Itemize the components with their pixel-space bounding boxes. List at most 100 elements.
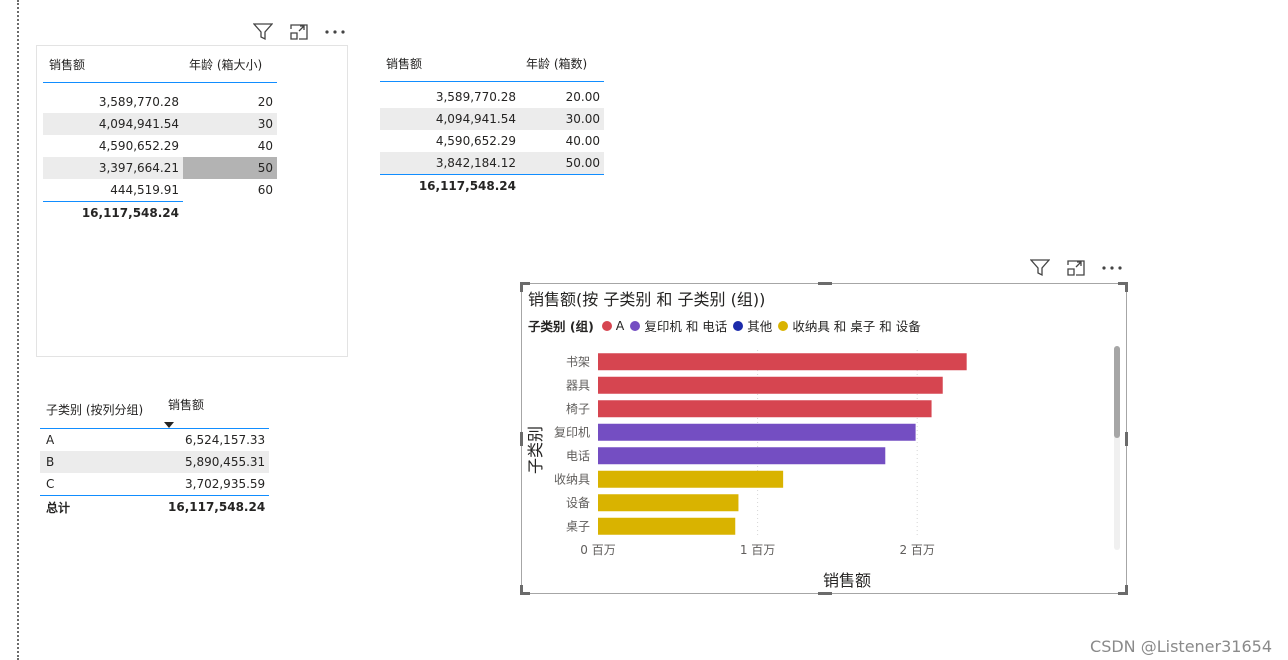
sort-descending-icon[interactable] bbox=[164, 417, 174, 431]
bar[interactable] bbox=[598, 423, 916, 441]
resize-handle-top-mid[interactable] bbox=[818, 282, 832, 285]
column-header-sales-label: 销售额 bbox=[168, 397, 205, 412]
table-cell: 60 bbox=[257, 182, 273, 197]
table-row[interactable]: 4,094,941.54 30 bbox=[43, 112, 277, 135]
table-row[interactable]: 4,094,941.54 30.00 bbox=[380, 108, 604, 130]
resize-handle-top-left[interactable] bbox=[520, 282, 530, 285]
table-cell: 4,590,652.29 bbox=[435, 134, 516, 148]
chart-legend: 子类别 (组) A 复印机 和 电话 其他 收纳具 和 桌子 和 设备 bbox=[528, 316, 921, 335]
table-cell: 5,890,455.31 bbox=[162, 451, 270, 473]
bar[interactable] bbox=[598, 494, 739, 512]
table-visual-age-bin-size[interactable]: 销售额 年龄 (箱大小) 3,589,770.28 20 4,094,941.54 3… bbox=[36, 45, 348, 357]
table-row[interactable]: 4,590,652.29 40.00 bbox=[380, 130, 604, 152]
focus-mode-icon[interactable] bbox=[1065, 258, 1087, 278]
table-age-bin-count: 销售额 年龄 (箱数) 3,589,770.28 20.00 4,094,941.5… bbox=[380, 45, 604, 197]
resize-handle-bottom-left[interactable] bbox=[520, 592, 530, 595]
column-header-sales[interactable]: 销售额 bbox=[380, 45, 520, 82]
filter-icon[interactable] bbox=[252, 22, 274, 42]
table-row[interactable]: A 6,524,157.33 bbox=[40, 429, 269, 452]
table-row[interactable]: B 5,890,455.31 bbox=[40, 451, 270, 473]
legend-label: 其他 bbox=[747, 319, 773, 334]
x-tick-label: 1 百万 bbox=[740, 543, 775, 557]
resize-handle-right-mid[interactable] bbox=[1125, 432, 1128, 446]
table-visual-subcategory-group[interactable]: 子类别 (按列分组) 销售额 A 6,524,157.33 B 5,890,455.3… bbox=[40, 390, 280, 520]
legend-marker bbox=[601, 320, 612, 331]
table-row[interactable]: 3,842,184.12 50.00 bbox=[380, 152, 604, 175]
chart-scrollbar-thumb[interactable] bbox=[1114, 346, 1120, 438]
table-subcategory-group: 子类别 (按列分组) 销售额 A 6,524,157.33 B 5,890,455.3… bbox=[40, 390, 270, 518]
table-cell: C bbox=[46, 477, 55, 491]
table-total-row: 16,117,548.24 bbox=[43, 200, 277, 224]
resize-handle-top-left-v[interactable] bbox=[520, 282, 523, 292]
legend-item[interactable]: 其他 bbox=[733, 316, 772, 335]
y-category-label: 电话 bbox=[566, 449, 590, 463]
total-empty bbox=[183, 201, 277, 224]
bar[interactable] bbox=[598, 376, 943, 394]
table-cell: 4,094,941.54 bbox=[43, 112, 183, 135]
table-cell: 444,519.91 bbox=[110, 182, 179, 197]
y-axis-title: 子类别 bbox=[526, 426, 545, 474]
resize-handle-bottom-mid[interactable] bbox=[818, 592, 832, 595]
visual-header-chart bbox=[1029, 258, 1123, 278]
y-category-label: 收纳具 bbox=[554, 472, 590, 486]
bar[interactable] bbox=[598, 447, 886, 465]
more-options-icon[interactable] bbox=[1101, 258, 1123, 278]
table-cell: 3,589,770.28 bbox=[435, 90, 516, 104]
table-total-row: 总计 16,117,548.24 bbox=[40, 495, 270, 518]
table-row[interactable]: 3,589,770.28 20.00 bbox=[380, 86, 604, 108]
canvas-edge bbox=[17, 0, 19, 660]
table-cell: 30 bbox=[183, 112, 277, 135]
y-category-label: 复印机 bbox=[554, 425, 590, 439]
table-row[interactable]: 4,590,652.29 40 bbox=[43, 135, 277, 157]
table-cell: A bbox=[46, 433, 55, 447]
legend-marker bbox=[778, 320, 789, 331]
resize-handle-bottom-right[interactable] bbox=[1118, 592, 1128, 595]
table-row[interactable]: 3,589,770.28 20 bbox=[43, 91, 277, 113]
table-cell: 3,702,935.59 bbox=[185, 477, 266, 491]
legend-title: 子类别 (组) bbox=[528, 319, 594, 334]
table-age-bin-size: 销售额 年龄 (箱大小) 3,589,770.28 20 4,094,941.54 3… bbox=[43, 46, 277, 224]
total-value: 16,117,548.24 bbox=[162, 495, 270, 518]
column-header-subcategory-group[interactable]: 子类别 (按列分组) bbox=[40, 390, 162, 429]
column-header-sales[interactable]: 销售额 bbox=[43, 46, 183, 83]
y-category-label: 桌子 bbox=[566, 519, 590, 533]
legend-marker bbox=[733, 320, 744, 331]
bar[interactable] bbox=[598, 470, 784, 488]
bar[interactable] bbox=[598, 517, 736, 535]
column-header-age-bin-count[interactable]: 年龄 (箱数) bbox=[520, 45, 604, 82]
table-cell: 40 bbox=[257, 138, 273, 153]
legend-item[interactable]: 复印机 和 电话 bbox=[630, 316, 727, 335]
bar[interactable] bbox=[598, 400, 932, 418]
table-row[interactable]: 444,519.91 60 bbox=[43, 179, 277, 202]
total-value: 16,117,548.24 bbox=[43, 200, 183, 224]
table-cell: 20 bbox=[257, 94, 273, 109]
legend-label: 收纳具 和 桌子 和 设备 bbox=[792, 319, 921, 334]
resize-handle-bottom-left-v[interactable] bbox=[520, 585, 523, 595]
resize-handle-top-right-v[interactable] bbox=[1125, 282, 1128, 292]
bar-chart-visual[interactable]: 销售额(按 子类别 和 子类别 (组)) 子类别 (组) A 复印机 和 电话 其他… bbox=[520, 282, 1128, 595]
legend-item[interactable]: 收纳具 和 桌子 和 设备 bbox=[778, 316, 921, 335]
bar[interactable] bbox=[598, 353, 967, 371]
chart-title: 销售额(按 子类别 和 子类别 (组)) bbox=[528, 290, 766, 309]
resize-handle-top-right[interactable] bbox=[1118, 282, 1128, 285]
resize-handle-bottom-right-v[interactable] bbox=[1125, 585, 1128, 595]
column-header-sales[interactable]: 销售额 bbox=[162, 390, 270, 431]
y-category-label: 书架 bbox=[566, 355, 590, 369]
table-row[interactable]: C 3,702,935.59 bbox=[40, 473, 269, 496]
column-header-age-bin-size[interactable]: 年龄 (箱大小) bbox=[183, 46, 277, 83]
focus-mode-icon[interactable] bbox=[288, 22, 310, 42]
total-label: 总计 bbox=[40, 495, 162, 518]
table-cell: 4,590,652.29 bbox=[98, 138, 179, 153]
y-category-label: 设备 bbox=[566, 496, 590, 510]
visual-header-1 bbox=[252, 22, 346, 42]
watermark: CSDN @Listener31654 bbox=[1090, 637, 1272, 656]
table-row[interactable]: 3,397,664.21 50 bbox=[43, 156, 277, 179]
filter-icon[interactable] bbox=[1029, 258, 1051, 278]
table-cell: 6,524,157.33 bbox=[185, 433, 266, 447]
legend-item[interactable]: A bbox=[601, 318, 624, 333]
resize-handle-left-mid[interactable] bbox=[520, 432, 523, 446]
chart-scrollbar-track[interactable] bbox=[1114, 346, 1120, 550]
more-options-icon[interactable] bbox=[324, 22, 346, 42]
table-visual-age-bin-count[interactable]: 销售额 年龄 (箱数) 3,589,770.28 20.00 4,094,941.5… bbox=[380, 45, 610, 205]
